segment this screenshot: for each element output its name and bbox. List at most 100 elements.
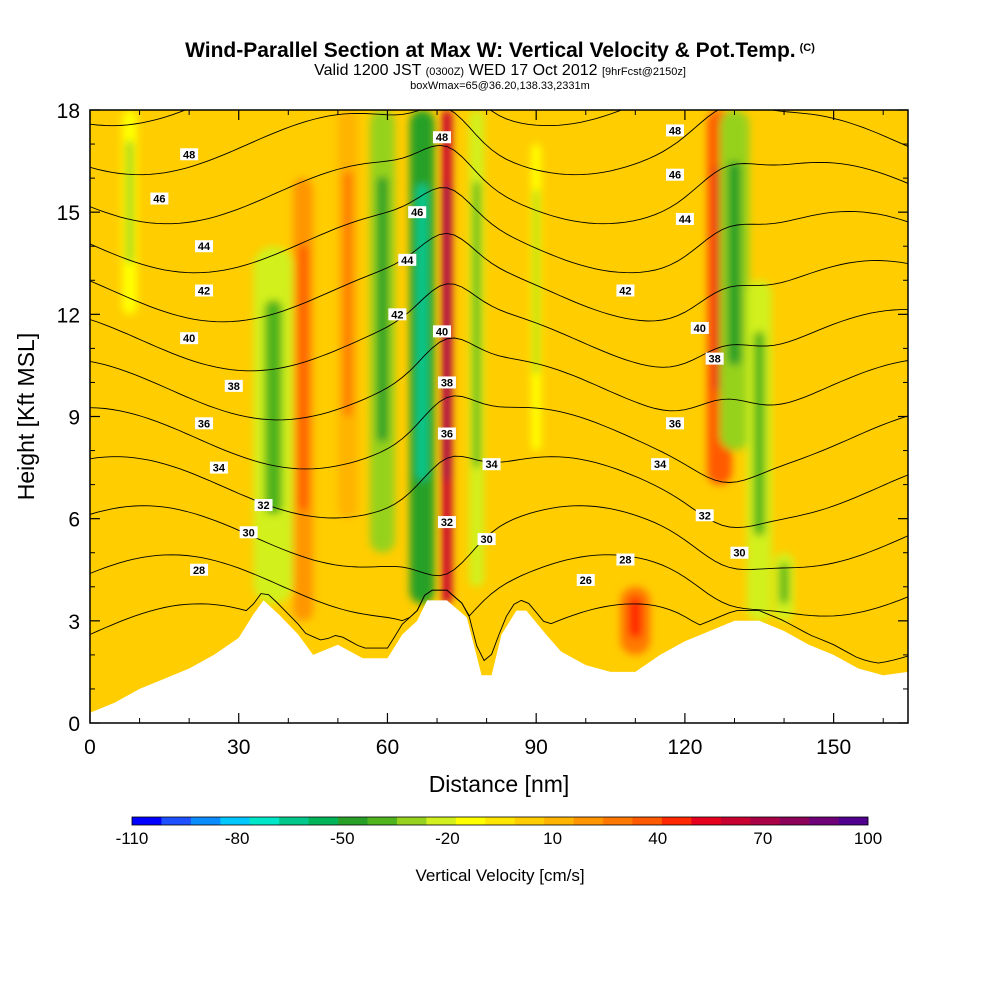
colorbar-swatch [279,817,309,825]
contour-label: 30 [730,546,749,560]
theta-contour [90,110,908,176]
theta-contour [90,505,908,577]
contour-label-bg [195,284,214,297]
colorbar-label: 10 [543,829,562,848]
theta-contours [90,110,908,664]
velocity-band-core [753,331,765,536]
colorbar-swatch [455,817,486,825]
contour-label-bg [150,192,169,205]
contour-label-bg [432,131,451,144]
contour-label-text: 32 [257,500,269,512]
contour-label: 36 [195,417,214,430]
y-tick-label: 15 [57,202,80,225]
colorbar-swatch [396,817,427,825]
velocity-band-core [376,176,389,443]
colorbar-swatch [691,817,722,825]
contour-label: 38 [705,352,724,366]
colorbar-swatch [338,817,368,825]
theta-contour [90,187,908,274]
contour-label-text: 44 [198,241,211,253]
theta-contour [90,232,908,323]
contour-label: 40 [180,332,199,345]
colorbar-swatch [544,817,574,825]
velocity-band-core [473,181,481,468]
theta-contour [90,144,908,225]
contour-label-bg [437,516,456,529]
forecast-info: [9hrFcst@2150z] [601,66,686,78]
contour-label: 32 [695,509,714,522]
contour-label: 38 [437,376,456,389]
theta-contour [90,337,908,421]
contour-label: 46 [665,168,684,182]
contour-label-text: 46 [411,207,423,219]
velocity-bands [122,110,794,655]
contour-label-bg [665,417,684,430]
theta-contour [90,283,908,372]
contour-label-text: 36 [669,418,681,430]
contour-label-bg [224,379,243,392]
colorbar-title: Vertical Velocity [cm/s] [415,866,584,885]
colorbar-swatch [632,817,663,825]
x-tick-label: 120 [667,736,702,759]
contour-label-bg [675,212,694,225]
velocity-band-core [779,562,789,604]
contour-label-text: 30 [243,527,255,539]
contour-label: 46 [408,206,427,219]
x-axis-title: Distance [nm] [429,771,570,797]
velocity-band-core [416,184,428,481]
y-axis-title: Height [Kft MSL] [13,333,39,500]
x-axis: 0 30 60 90 120 150 [84,110,884,759]
contour-label-bg [616,553,635,566]
contour-label: 48 [665,124,684,137]
theta-contour [90,395,908,483]
contour-label: 42 [616,284,635,297]
valid-utc: (0300Z) [425,66,465,78]
colorbar-frame [131,816,869,826]
valid-time: Valid 1200 JST [314,62,422,79]
contour-label-bg [190,563,209,576]
contour-label-text: 28 [619,555,631,567]
contour-label-bg [195,240,214,253]
y-tick-label: 18 [57,100,80,123]
contour-label-bg [651,458,670,471]
colorbar-swatch [809,817,839,825]
contour-label-text: 40 [694,323,706,335]
contour-label-bg [705,352,724,365]
contour-label-text: 30 [480,534,492,546]
contour-label: 36 [437,427,456,441]
contour-label-text: 38 [709,354,721,366]
contour-label: 48 [432,131,451,144]
contour-label-bg [239,526,258,539]
contour-labels: 28 30 32 34 36 38 40 42 44 46 48 48 46 44 42 40 38 36 34 32… [150,124,749,587]
chart-title-text: Wind-Parallel Section at Max W: Vertical… [185,39,796,62]
colorbar-swatch [838,817,869,825]
contour-label: 40 [432,325,451,338]
contour-label-text: 48 [669,125,681,137]
contour-label-bg [209,461,228,474]
velocity-field [90,110,908,723]
velocity-band-core [727,161,742,366]
title-block: Wind-Parallel Section at Max W: Vertical… [0,36,1000,93]
contour-label-bg [432,325,451,338]
contour-label: 42 [195,284,214,297]
colorbar-swatch [308,817,339,825]
contour-label: 44 [398,253,417,267]
contour-label-bg [388,308,407,321]
velocity-band-core [628,596,643,638]
contour-label-text: 32 [441,517,453,529]
y-tick-label: 3 [68,611,80,634]
x-tick-label: 150 [816,736,851,759]
x-tick-label: 90 [525,736,548,759]
colorbar-label: -80 [225,829,250,848]
contour-label-bg [180,148,199,161]
contour-label: 40 [690,321,709,335]
colorbar-swatch [367,817,398,825]
colorbar-swatch [161,817,192,825]
contour-label-bg [482,458,501,471]
contour-label: 26 [576,573,595,587]
contour-label-bg [180,332,199,345]
colorbar-label: 70 [753,829,772,848]
velocity-band-core [126,140,134,264]
colorbar: -110 -80 -50 -20 10 40 70 100 Vertical Velocity … [116,816,882,885]
contour-label: 44 [195,240,214,253]
